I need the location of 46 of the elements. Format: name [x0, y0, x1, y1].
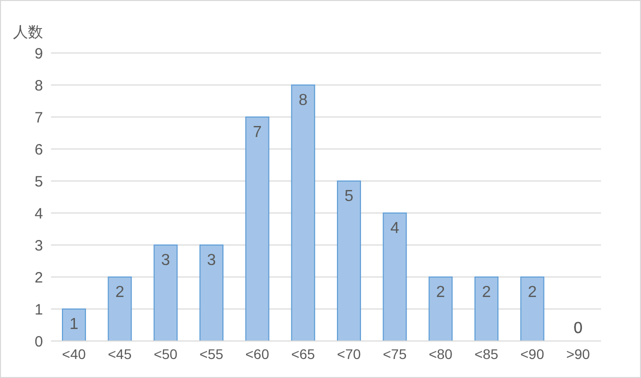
- data-label: 8: [298, 92, 308, 109]
- x-tick-label: >90: [566, 346, 590, 362]
- x-tick-label: <55: [200, 346, 224, 362]
- y-tick-label: 6: [34, 141, 43, 158]
- bar: [428, 276, 453, 341]
- y-tick-label: 4: [34, 205, 43, 222]
- data-label: 3: [161, 252, 170, 269]
- y-tick-label: 1: [34, 301, 43, 318]
- data-label: 2: [528, 284, 537, 301]
- x-tick-label: <75: [382, 346, 407, 362]
- bar: [199, 244, 224, 341]
- y-tick-label: 3: [34, 237, 43, 254]
- bar: [62, 308, 86, 341]
- data-label: 5: [344, 188, 354, 205]
- bar: [245, 116, 270, 341]
- y-tick-label: 5: [34, 173, 43, 190]
- bar: [382, 212, 407, 341]
- data-label: 4: [390, 220, 400, 237]
- y-tick-label: 7: [34, 109, 43, 126]
- data-label: 2: [436, 284, 446, 301]
- x-tick-label: <45: [108, 346, 132, 362]
- y-axis-title: 人数: [13, 23, 43, 42]
- bar: [474, 276, 498, 341]
- data-label: 0: [574, 320, 583, 337]
- x-tick-label: <85: [474, 346, 499, 362]
- bar: [291, 84, 316, 341]
- x-tick-label: <50: [154, 346, 178, 362]
- y-tick-label: 9: [34, 45, 43, 62]
- data-label: 1: [70, 316, 79, 333]
- data-label: 7: [252, 124, 262, 141]
- bar: [336, 180, 361, 341]
- data-label: 2: [115, 284, 124, 301]
- y-tick-label: 0: [34, 333, 43, 350]
- x-tick-label: <70: [337, 346, 362, 362]
- bar: [520, 276, 544, 341]
- x-tick-label: <65: [291, 346, 316, 362]
- y-tick-label: 2: [34, 269, 43, 286]
- x-tick-label: <60: [245, 346, 270, 362]
- x-tick-label: <80: [428, 346, 453, 362]
- bar: [154, 244, 178, 341]
- bar: [108, 276, 132, 341]
- x-tick-label: <90: [520, 346, 544, 362]
- data-label: 3: [207, 252, 216, 269]
- y-tick-label: 8: [34, 77, 43, 94]
- data-label: 2: [482, 284, 492, 301]
- x-tick-label: <40: [62, 346, 86, 362]
